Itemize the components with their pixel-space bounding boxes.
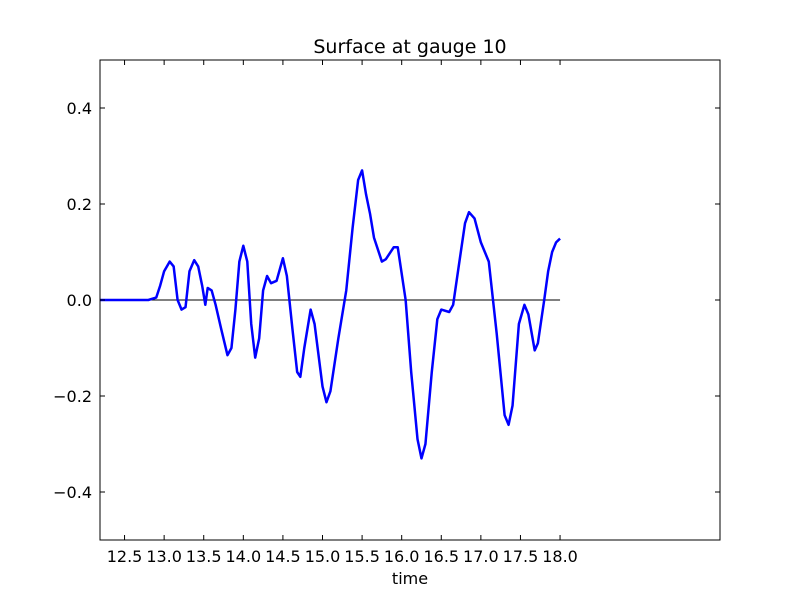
x-axis-label: time (392, 569, 428, 588)
x-tick-label: 13.0 (146, 547, 182, 566)
x-tick-label: 13.5 (186, 547, 222, 566)
plot-frame (99, 59, 721, 541)
x-tick-label: 15.0 (305, 547, 341, 566)
x-tick-label: 14.0 (226, 547, 262, 566)
y-tick-label: 0.2 (67, 195, 92, 214)
y-tick-label: −0.4 (53, 483, 92, 502)
x-tick-label: 12.5 (107, 547, 143, 566)
x-tick-label: 14.5 (265, 547, 301, 566)
x-tick-label: 16.5 (423, 547, 459, 566)
chart-title: Surface at gauge 10 (313, 36, 506, 58)
x-tick-label: 17.5 (503, 547, 539, 566)
data-line (100, 169, 561, 460)
x-tick-label: 18.0 (542, 547, 578, 566)
x-tick-label: 17.0 (463, 547, 499, 566)
y-tick-label: 0.0 (67, 291, 92, 310)
y-tick-label: 0.4 (67, 99, 92, 118)
x-tick-label: 15.5 (344, 547, 380, 566)
y-tick-label: −0.2 (53, 387, 92, 406)
x-tick-label: 16.0 (384, 547, 420, 566)
